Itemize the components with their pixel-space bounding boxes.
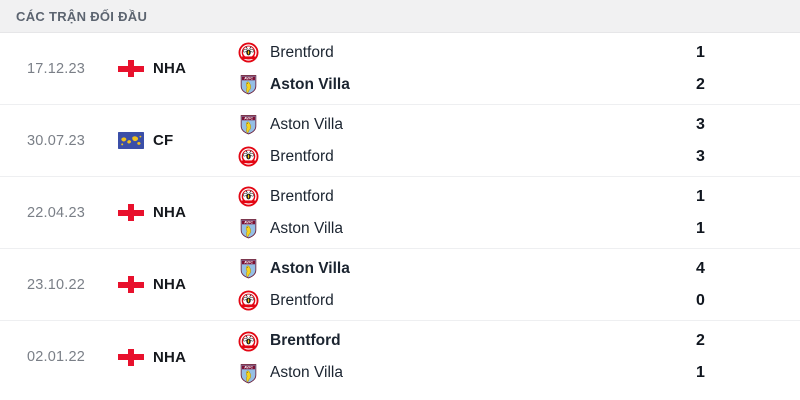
- match-row[interactable]: 30.07.23 CF AVFC Aston Villa Brentford 3 3: [0, 105, 800, 177]
- home-score: 1: [696, 43, 705, 61]
- away-team[interactable]: Brentford: [238, 290, 650, 312]
- match-date: 23.10.22: [26, 276, 86, 293]
- team-name: Brentford: [270, 43, 334, 61]
- match-competition[interactable]: NHA: [112, 276, 218, 293]
- england-flag-icon: [118, 276, 144, 293]
- svg-text:AVFC: AVFC: [244, 221, 253, 225]
- away-team[interactable]: AVFC Aston Villa: [238, 74, 650, 96]
- page-title: CÁC TRẬN ĐỐI ĐẦU: [16, 8, 148, 24]
- aston-villa-crest-icon: AVFC: [240, 75, 257, 95]
- competition-label: NHA: [153, 204, 187, 221]
- svg-text:AVFC: AVFC: [244, 77, 253, 81]
- team-name: Brentford: [270, 187, 334, 205]
- england-flag-icon: [118, 204, 144, 221]
- brentford-crest-icon: [238, 42, 259, 63]
- match-teams: Brentford AVFC Aston Villa: [218, 330, 650, 384]
- aston-villa-crest-icon: AVFC: [240, 363, 257, 383]
- brentford-crest-icon: [238, 331, 259, 351]
- england-flag-icon: [118, 348, 144, 366]
- match-teams: AVFC Aston Villa Brentford: [218, 114, 650, 168]
- match-competition[interactable]: NHA: [112, 348, 218, 366]
- brentford-crest-icon: [238, 146, 259, 167]
- home-team[interactable]: Brentford: [238, 186, 650, 208]
- match-competition[interactable]: NHA: [112, 204, 218, 221]
- world-flag-icon: [118, 132, 144, 149]
- team-name: Brentford: [270, 332, 341, 350]
- match-competition[interactable]: NHA: [112, 60, 218, 77]
- match-competition[interactable]: CF: [112, 132, 218, 149]
- away-team[interactable]: AVFC Aston Villa: [238, 362, 650, 384]
- brentford-crest-icon: [238, 290, 259, 311]
- aston-villa-crest-icon: AVFC: [240, 259, 257, 279]
- away-team[interactable]: AVFC Aston Villa: [238, 218, 650, 240]
- aston-villa-crest-icon: AVFC: [240, 219, 257, 239]
- competition-label: NHA: [153, 348, 187, 366]
- home-team[interactable]: AVFC Aston Villa: [238, 258, 650, 280]
- panel-header: CÁC TRẬN ĐỐI ĐẦU: [0, 0, 800, 33]
- competition-label: NHA: [153, 276, 187, 293]
- match-teams: Brentford AVFC Aston Villa: [218, 186, 650, 240]
- match-row[interactable]: 02.01.22 NHA Brentford AVFC Aston Villa 2…: [0, 321, 800, 393]
- home-team[interactable]: AVFC Aston Villa: [238, 114, 650, 136]
- competition-label: CF: [153, 132, 174, 149]
- away-score: 1: [696, 219, 705, 237]
- team-name: Brentford: [270, 147, 334, 165]
- team-name: Aston Villa: [270, 364, 343, 382]
- match-date: 22.04.23: [26, 204, 86, 221]
- match-list: 17.12.23 NHA Brentford AVFC Aston Villa 1…: [0, 33, 800, 393]
- team-name: Aston Villa: [270, 219, 343, 237]
- away-score: 0: [696, 291, 705, 309]
- aston-villa-crest-icon: AVFC: [240, 115, 257, 135]
- away-score: 2: [696, 75, 705, 93]
- match-teams: AVFC Aston Villa Brentford: [218, 258, 650, 312]
- competition-label: NHA: [153, 60, 187, 77]
- team-name: Aston Villa: [270, 115, 343, 133]
- home-score: 3: [696, 115, 705, 133]
- home-score: 1: [696, 187, 705, 205]
- home-score: 2: [696, 332, 705, 349]
- svg-text:AVFC: AVFC: [244, 365, 253, 369]
- away-score: 1: [696, 364, 705, 381]
- away-team[interactable]: Brentford: [238, 146, 650, 168]
- match-date: 17.12.23: [26, 60, 86, 77]
- match-date: 30.07.23: [26, 132, 86, 149]
- england-flag-icon: [118, 60, 144, 77]
- match-row[interactable]: 23.10.22 NHA AVFC Aston Villa Brentford 4…: [0, 249, 800, 321]
- svg-text:AVFC: AVFC: [244, 117, 253, 121]
- home-team[interactable]: Brentford: [238, 330, 650, 352]
- match-date: 02.01.22: [26, 349, 86, 365]
- home-team[interactable]: Brentford: [238, 42, 650, 64]
- away-score: 3: [696, 147, 705, 165]
- svg-text:AVFC: AVFC: [244, 261, 253, 265]
- team-name: Aston Villa: [270, 75, 350, 93]
- match-row[interactable]: 22.04.23 NHA Brentford AVFC Aston Villa 1…: [0, 177, 800, 249]
- home-score: 4: [696, 259, 705, 277]
- team-name: Brentford: [270, 291, 334, 309]
- brentford-crest-icon: [238, 186, 259, 207]
- team-name: Aston Villa: [270, 259, 350, 277]
- match-row[interactable]: 17.12.23 NHA Brentford AVFC Aston Villa 1…: [0, 33, 800, 105]
- match-teams: Brentford AVFC Aston Villa: [218, 42, 650, 96]
